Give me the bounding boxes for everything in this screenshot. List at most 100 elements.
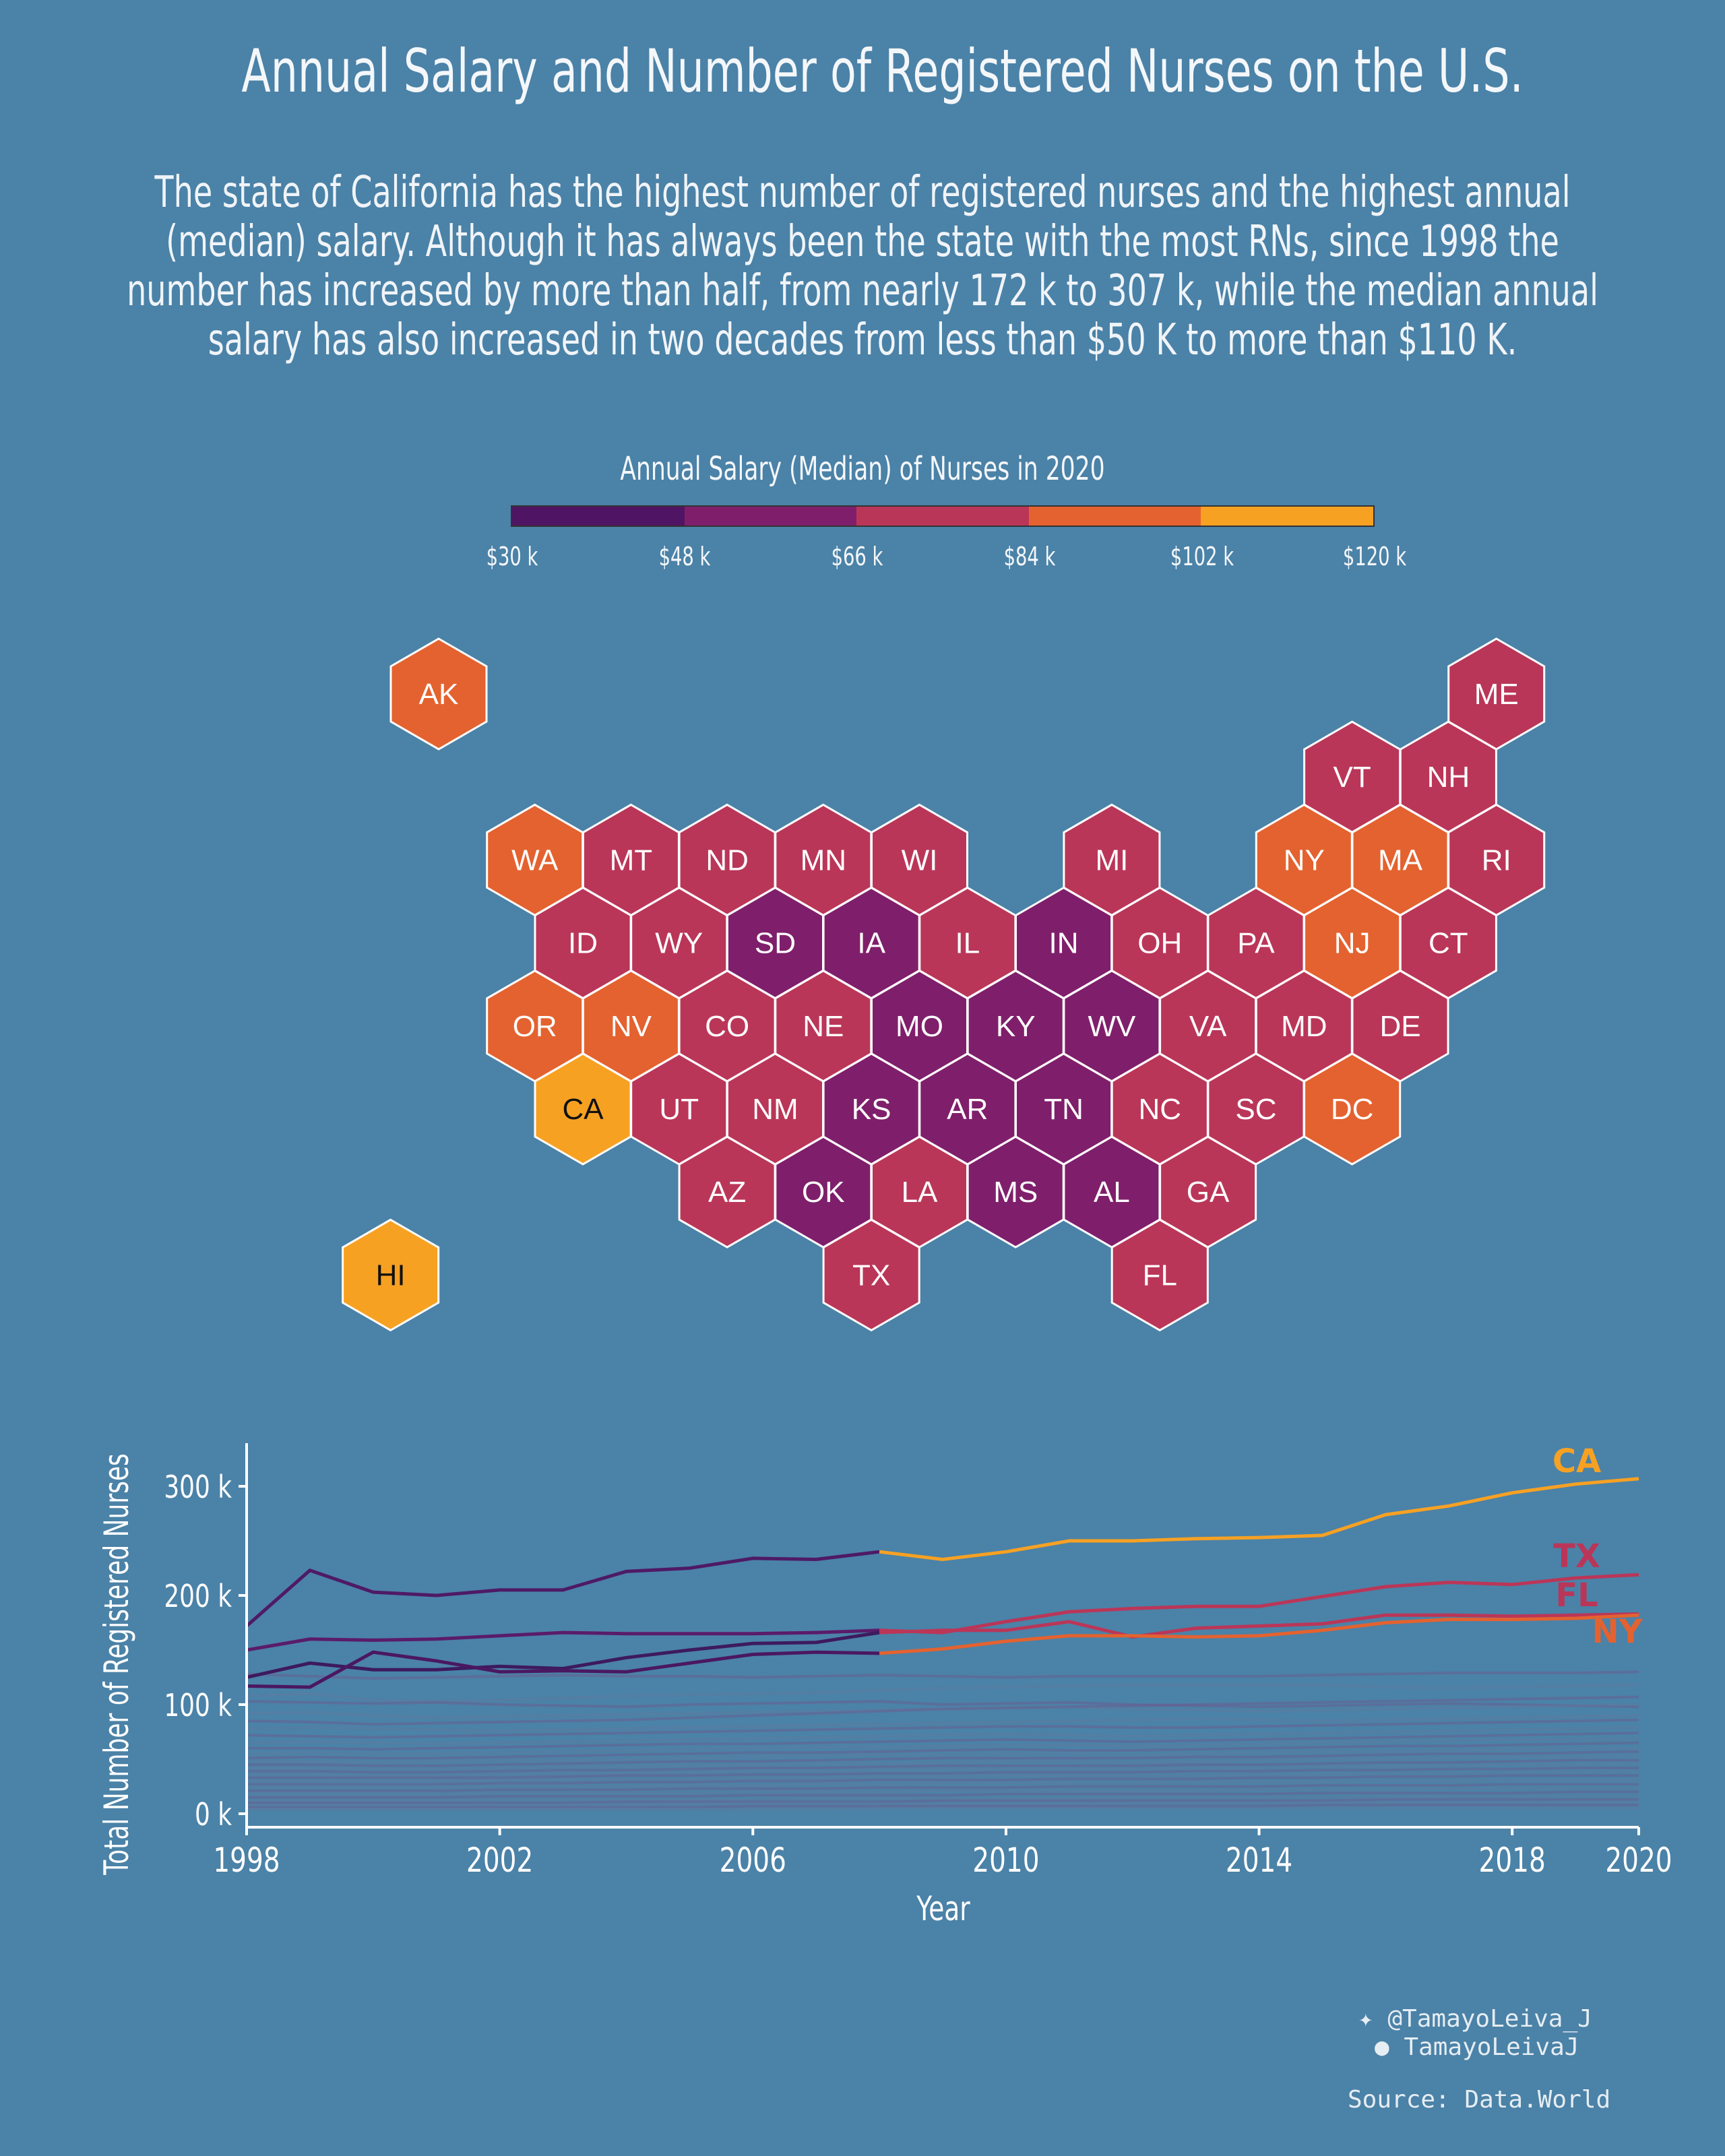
state-label: NE [803,1010,844,1043]
state-hex-shape [342,1218,440,1332]
legend-colorbar [511,505,1375,527]
state-label: MI [1095,844,1128,877]
legend-swatch [512,507,685,526]
state-hex-ga: GA [1159,1135,1257,1248]
background-series-line [246,1726,1639,1746]
background-series-line [247,1783,1639,1792]
background-series-line [247,1795,1639,1802]
state-hex-tx: TX [822,1218,920,1332]
state-label: NM [752,1093,798,1126]
state-label: FL [1143,1259,1177,1292]
background-series-line [247,1778,1639,1789]
state-label: MA [1378,844,1423,877]
series-label-fl: FL [1555,1577,1598,1614]
legend-swatch [684,507,857,526]
state-label: GA [1187,1176,1230,1209]
state-hex-map: AK ME VT NH WA MT ND MN WI MI NY MA RI ID WY SD IA IL IN OH… [342,637,1546,1332]
source-credit: Source: Data.World [1348,2086,1611,2114]
state-label: DC [1331,1093,1374,1126]
state-label: WA [511,844,559,877]
series-label-tx: TX [1553,1537,1600,1575]
state-label: UT [659,1093,699,1126]
state-label: ID [568,927,598,960]
state-hex-hi: HI [342,1218,440,1332]
subtitle-line: number has increased by more than half, … [127,266,1598,316]
y-tick-label: 300 k [164,1469,232,1506]
state-hex-ak: AK [389,637,488,751]
state-label: IA [857,927,885,960]
series-label-ca: CA [1552,1442,1601,1480]
state-label: MT [610,844,653,877]
state-label: PA [1237,927,1275,960]
state-hex-ca: CA [534,1052,632,1166]
series-line-ca-early [245,1550,880,1628]
state-label: NV [610,1010,652,1043]
twitter-icon: ✦ [1358,2005,1373,2033]
background-series-line [247,1806,1639,1811]
state-label: MO [896,1010,943,1043]
state-hex-oh: OH [1110,886,1209,1000]
subtitle: The state of California has the highest … [38,168,1687,365]
background-series-line [246,1718,1639,1739]
background-series-line [246,1714,1639,1732]
background-series-line [246,1670,1639,1680]
state-hex-al: AL [1063,1135,1161,1248]
background-series-group [246,1670,1639,1811]
legend-swatch [856,507,1029,526]
background-series-line [246,1683,1639,1703]
state-label: VT [1334,761,1371,794]
chart-axes: 0 k 100 k 200 k 300 k 1998 2002 2006 2010 2014 20… [98,1443,1672,1928]
x-tick-label: 2006 [720,1840,786,1880]
series-line-fl-early [246,1630,880,1679]
legend-swatch [1028,507,1201,526]
state-hex-id: ID [534,886,632,1000]
y-tick-label: 0 k [195,1797,232,1833]
background-series-line [247,1798,1639,1804]
state-label: NC [1138,1093,1181,1126]
state-label: IL [955,927,980,960]
state-hex-ar: AR [918,1052,1017,1166]
state-hex-mo: MO [871,970,968,1083]
background-series-line [247,1800,1639,1806]
x-tick-label: 2010 [972,1840,1039,1880]
state-hex-mn: MN [774,803,873,917]
state-hex-wv: WV [1063,970,1161,1083]
state-label: TX [852,1259,890,1292]
state-hex-ne: NE [774,970,873,1083]
state-label: OH [1137,927,1182,960]
page-title: Annual Salary and Number of Registered N… [241,36,1524,106]
series-line-ca [879,1477,1639,1562]
state-hex-md: MD [1255,970,1353,1083]
github-handle: TamayoLeivaJ [1404,2033,1579,2061]
state-label: ND [705,844,749,877]
state-hex-nm: NM [726,1052,824,1166]
state-hex-wi: WI [871,803,968,917]
background-series-line [247,1746,1639,1764]
legend-title: Annual Salary (Median) of Nurses in 2020 [620,450,1105,488]
state-label: TN [1044,1093,1084,1126]
subtitle-line: (median) salary. Although it has always … [166,217,1559,267]
background-series-line [247,1774,1639,1786]
background-series-line [246,1703,1639,1719]
legend-label: $48 k [658,542,711,571]
state-label: VA [1189,1010,1227,1043]
state-label: SC [1235,1093,1276,1126]
state-label: SD [755,927,796,960]
state-hex-ia: IA [822,886,920,1000]
state-hex-mt: MT [582,803,680,917]
state-label: AZ [708,1176,746,1209]
state-label: MN [801,844,846,877]
background-series-line [247,1767,1639,1779]
x-tick-label: 2020 [1605,1840,1672,1880]
y-tick-label: 200 k [164,1579,232,1615]
state-hex-or: OR [486,970,584,1083]
series-line-ny [879,1613,1639,1655]
github-icon: ● [1375,2033,1389,2061]
y-tick-label: 100 k [164,1688,232,1724]
background-series-line [247,1754,1639,1771]
state-hex-fl: FL [1110,1218,1209,1332]
legend-label: $84 k [1003,542,1056,571]
state-label: AR [947,1093,988,1126]
state-label: WV [1088,1010,1136,1043]
state-label: KS [852,1093,891,1126]
